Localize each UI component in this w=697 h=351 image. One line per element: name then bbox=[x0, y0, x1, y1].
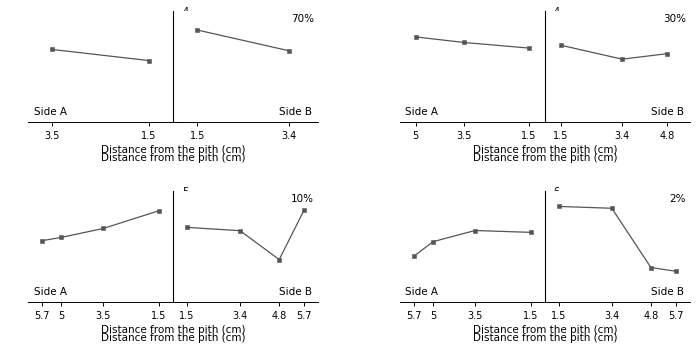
Y-axis label: Extractive (%): Extractive (%) bbox=[599, 29, 609, 103]
Text: 2%: 2% bbox=[669, 194, 686, 204]
Text: Distance from the pith (cm): Distance from the pith (cm) bbox=[473, 325, 617, 335]
Y-axis label: Extractive (%): Extractive (%) bbox=[227, 209, 237, 283]
Text: Distance from the pith (cm): Distance from the pith (cm) bbox=[101, 333, 245, 343]
Text: Distance from the pith (cm): Distance from the pith (cm) bbox=[101, 325, 245, 335]
Text: Side B: Side B bbox=[279, 287, 312, 297]
Text: Distance from the pith (cm): Distance from the pith (cm) bbox=[101, 145, 245, 154]
Text: Side A: Side A bbox=[406, 287, 438, 297]
Text: Distance from the pith (cm): Distance from the pith (cm) bbox=[473, 145, 617, 154]
Text: Side A: Side A bbox=[33, 287, 67, 297]
Text: Side A: Side A bbox=[33, 107, 67, 117]
Text: 70%: 70% bbox=[291, 14, 314, 24]
Text: Side B: Side B bbox=[651, 107, 684, 117]
Text: Side B: Side B bbox=[279, 107, 312, 117]
Y-axis label: Extractive (%): Extractive (%) bbox=[599, 209, 609, 283]
Text: Side A: Side A bbox=[406, 107, 438, 117]
Y-axis label: Extractive (%): Extractive (%) bbox=[227, 29, 237, 103]
Text: Distance from the pith (cm): Distance from the pith (cm) bbox=[473, 153, 617, 163]
Text: Distance from the pith (cm): Distance from the pith (cm) bbox=[473, 333, 617, 343]
Text: 10%: 10% bbox=[291, 194, 314, 204]
Text: Distance from the pith (cm): Distance from the pith (cm) bbox=[101, 153, 245, 163]
Text: 30%: 30% bbox=[663, 14, 686, 24]
Text: Side B: Side B bbox=[651, 287, 684, 297]
